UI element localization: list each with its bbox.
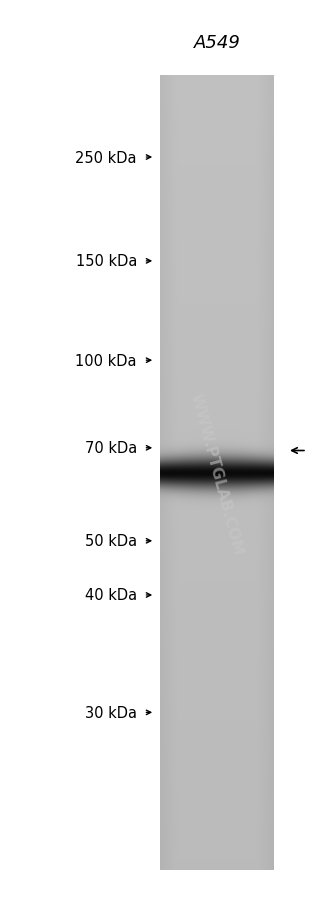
Text: 40 kDa: 40 kDa [85, 588, 137, 603]
Text: 150 kDa: 150 kDa [76, 254, 137, 269]
Text: 70 kDa: 70 kDa [85, 441, 137, 456]
Text: 250 kDa: 250 kDa [76, 151, 137, 165]
Text: WWW.PTGLAB.COM: WWW.PTGLAB.COM [188, 391, 246, 556]
Text: A549: A549 [193, 34, 241, 52]
Text: 50 kDa: 50 kDa [85, 534, 137, 548]
Text: 100 kDa: 100 kDa [76, 354, 137, 368]
Text: 30 kDa: 30 kDa [85, 705, 137, 720]
